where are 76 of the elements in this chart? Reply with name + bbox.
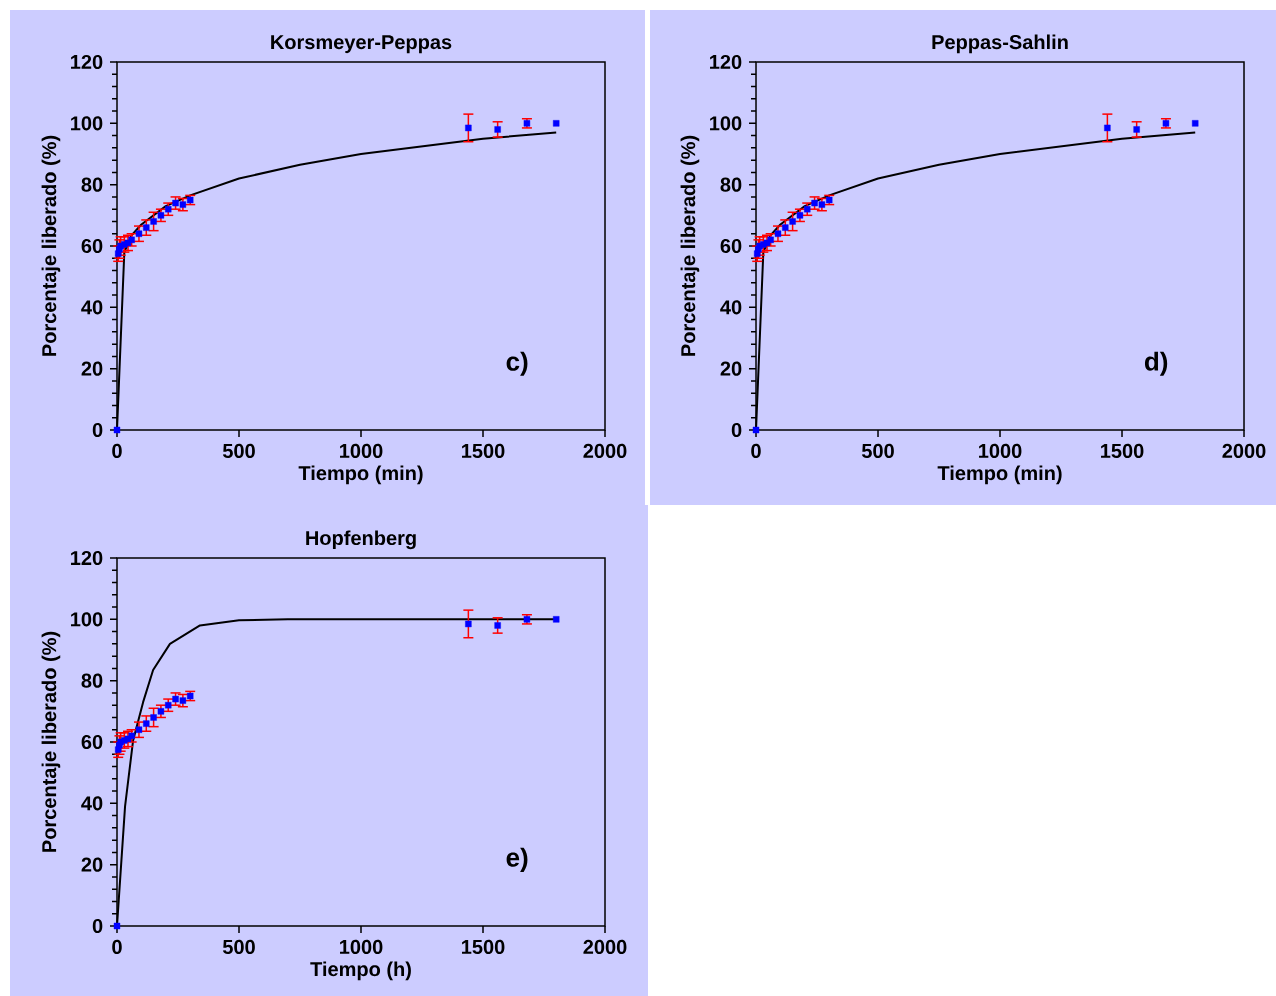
y-axis-title: Porcentaje liberado (%) bbox=[41, 631, 61, 852]
point bbox=[1104, 124, 1111, 132]
y-tick-label: 100 bbox=[71, 116, 103, 131]
x-tick-label: 2000 bbox=[583, 939, 627, 955]
annotation: c) bbox=[506, 351, 528, 376]
point bbox=[796, 212, 804, 219]
x-tick-label: 2000 bbox=[583, 443, 627, 459]
y-tick-label: 20 bbox=[81, 857, 103, 872]
point bbox=[150, 218, 157, 225]
annotation: e) bbox=[506, 847, 528, 872]
point bbox=[752, 426, 760, 434]
point bbox=[465, 124, 472, 132]
point bbox=[553, 616, 560, 623]
y-tick-label: 120 bbox=[71, 54, 103, 70]
y-tick-label: 40 bbox=[81, 796, 103, 811]
point bbox=[179, 697, 187, 704]
y-tick-label: 60 bbox=[81, 734, 103, 750]
y-tick-label: 0 bbox=[92, 422, 103, 438]
y-tick-label: 40 bbox=[81, 300, 103, 315]
point bbox=[143, 720, 150, 727]
point bbox=[179, 201, 187, 208]
point bbox=[113, 922, 121, 930]
point bbox=[113, 426, 121, 434]
point bbox=[135, 726, 143, 733]
point bbox=[157, 212, 165, 219]
y-tick-label: 0 bbox=[731, 422, 742, 438]
point bbox=[789, 218, 796, 225]
point bbox=[165, 702, 172, 709]
x-axis-title: Tiempo (min) bbox=[937, 465, 1062, 485]
y-tick-label: 100 bbox=[71, 612, 103, 627]
y-tick-label: 20 bbox=[720, 361, 742, 376]
x-tick-label: 1500 bbox=[462, 443, 505, 459]
y-tick-label: 0 bbox=[92, 918, 103, 934]
x-tick-label: 500 bbox=[861, 443, 894, 459]
point bbox=[157, 708, 165, 715]
x-axis-title: Tiempo (h) bbox=[310, 961, 411, 981]
y-tick-label: 120 bbox=[71, 550, 103, 566]
point bbox=[782, 224, 789, 231]
point bbox=[135, 230, 143, 237]
chart-title: Peppas-Sahlin bbox=[932, 34, 1068, 54]
x-axis-title: Tiempo (min) bbox=[298, 465, 423, 485]
x-tick-label: 2000 bbox=[1222, 443, 1266, 459]
point bbox=[494, 126, 501, 133]
y-tick-label: 80 bbox=[81, 673, 103, 688]
point bbox=[494, 622, 501, 629]
y-tick-label: 120 bbox=[710, 54, 742, 70]
y-tick-label: 60 bbox=[720, 238, 742, 254]
x-tick-label: 1500 bbox=[1101, 443, 1144, 459]
chart-title: Hopfenberg bbox=[306, 530, 416, 550]
point bbox=[553, 120, 560, 127]
x-tick-label: 0 bbox=[112, 939, 122, 955]
x-tick-label: 1000 bbox=[340, 939, 383, 955]
y-axis-title: Porcentaje liberado (%) bbox=[680, 135, 700, 356]
chart-title: Korsmeyer-Peppas bbox=[271, 35, 452, 54]
y-axis-title: Porcentaje liberado (%) bbox=[41, 135, 61, 356]
x-tick-label: 500 bbox=[222, 443, 255, 459]
x-tick-label: 1000 bbox=[979, 443, 1022, 459]
x-tick-label: 1000 bbox=[340, 443, 383, 459]
y-tick-label: 100 bbox=[710, 116, 742, 131]
x-tick-label: 500 bbox=[222, 939, 255, 955]
point bbox=[150, 714, 157, 721]
x-tick-label: 0 bbox=[112, 443, 122, 459]
point bbox=[1192, 120, 1199, 127]
annotation: d) bbox=[1144, 351, 1168, 376]
y-tick-label: 80 bbox=[81, 177, 103, 192]
y-tick-label: 20 bbox=[81, 361, 103, 376]
y-tick-label: 40 bbox=[720, 300, 742, 315]
y-tick-label: 80 bbox=[720, 177, 742, 192]
point bbox=[774, 230, 782, 237]
y-tick-label: 60 bbox=[81, 238, 103, 254]
point bbox=[143, 224, 150, 231]
point bbox=[818, 201, 826, 208]
x-tick-label: 0 bbox=[751, 443, 761, 459]
point bbox=[1133, 126, 1140, 133]
point bbox=[465, 620, 472, 628]
x-tick-label: 1500 bbox=[462, 939, 505, 955]
